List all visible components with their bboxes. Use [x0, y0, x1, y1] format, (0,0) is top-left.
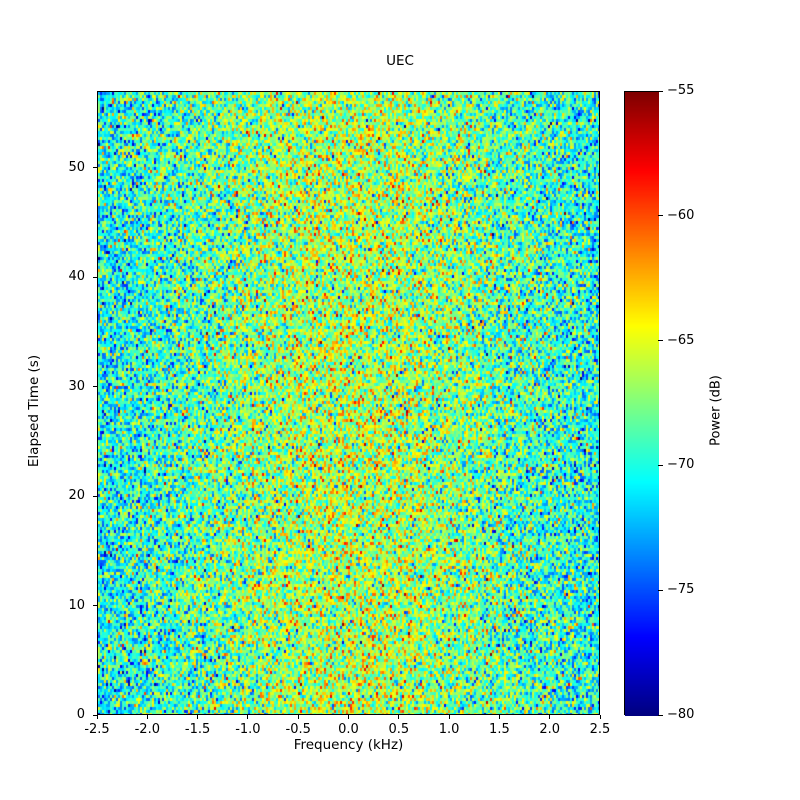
x-tick-label: -1.5	[184, 722, 211, 737]
x-axis-label: Frequency (kHz)	[293, 737, 404, 753]
colorbar-tick-label: −65	[667, 332, 695, 348]
y-tick-label: 0	[76, 707, 85, 722]
x-tick-label: 0.5	[388, 722, 410, 737]
y-tick-mark	[93, 605, 97, 607]
y-tick-mark	[93, 167, 97, 169]
colorbar-tick-label: −55	[667, 83, 695, 98]
colorbar-label: Power (dB)	[708, 375, 724, 446]
y-tick-label: 50	[68, 159, 85, 175]
x-tick-label: -0.5	[285, 722, 311, 737]
x-tick-label: 2.0	[539, 722, 561, 737]
x-tick-mark	[348, 715, 349, 719]
colorbar-gradient	[625, 92, 659, 716]
y-tick-label: 40	[68, 269, 85, 285]
colorbar-tick-label: −60	[667, 207, 695, 223]
x-tick-mark	[448, 715, 450, 719]
colorbar-tick-mark	[658, 589, 663, 591]
x-tick-label: -1.0	[235, 722, 261, 737]
x-tick-label: 1.0	[438, 722, 460, 737]
colorbar-tick-mark	[658, 340, 663, 342]
y-tick-label: 10	[68, 597, 85, 613]
y-tick-label: 30	[68, 378, 85, 394]
title-line-station: UEC	[386, 53, 414, 69]
colorbar-tick-label: −70	[667, 457, 695, 473]
colorbar-tick-label: −80	[667, 707, 695, 722]
colorbar-tick-mark	[658, 464, 663, 466]
colorbar-tick-mark	[658, 90, 663, 92]
spectrogram-image	[98, 92, 599, 714]
colorbar-tick-mark	[658, 714, 663, 716]
x-tick-mark	[549, 715, 551, 719]
colorbar	[624, 91, 659, 716]
x-tick-label: 0.0	[338, 722, 359, 737]
x-tick-mark	[197, 715, 199, 719]
x-tick-label: 1.5	[489, 722, 510, 737]
x-tick-mark	[247, 715, 249, 719]
x-tick-label: -2.0	[134, 722, 160, 737]
y-tick-label: 20	[68, 488, 85, 504]
x-tick-label: -2.5	[84, 722, 110, 737]
x-tick-mark	[96, 715, 98, 719]
colorbar-tick-label: −75	[667, 582, 695, 598]
spectrogram-axes	[97, 91, 600, 715]
y-tick-mark	[93, 714, 97, 716]
y-tick-mark	[93, 386, 97, 388]
y-tick-mark	[93, 276, 97, 278]
x-tick-mark	[398, 715, 400, 719]
x-tick-label: 2.5	[589, 722, 611, 737]
x-tick-mark	[297, 715, 299, 719]
x-tick-mark	[146, 715, 148, 719]
y-tick-mark	[93, 495, 97, 497]
colorbar-tick-mark	[658, 215, 663, 217]
y-axis-label: Elapsed Time (s)	[26, 354, 42, 468]
x-tick-mark	[599, 715, 601, 719]
x-tick-mark	[498, 715, 500, 719]
